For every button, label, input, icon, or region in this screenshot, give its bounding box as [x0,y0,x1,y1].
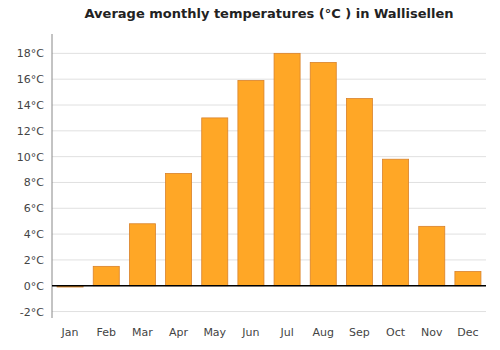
bar [166,173,192,285]
x-tick-label: Oct [386,326,406,339]
x-tick-label: Nov [421,326,443,339]
y-tick-label: 12°C [17,125,44,138]
y-tick-label: 0°C [24,280,44,293]
y-tick-label: -2°C [20,306,44,319]
bar [383,159,409,286]
y-tick-label: 2°C [24,254,44,267]
zero-line [52,285,486,287]
grid-line [52,208,486,209]
grid-line [52,156,486,157]
grid-line [52,79,486,80]
grid-line [52,105,486,106]
x-tick-label: May [203,326,226,339]
grid [52,53,486,311]
grid-line [52,311,486,312]
bar [419,226,445,285]
bar [93,266,119,285]
x-tick-label: Aug [313,326,334,339]
x-tick-label: Sep [349,326,370,339]
y-tick-label: 18°C [17,47,44,60]
bar [129,224,155,286]
y-tick-label: 14°C [17,99,44,112]
title: Average monthly temperatures (°C ) in Wa… [85,6,454,21]
bar [455,272,481,286]
grid-line [52,53,486,54]
y-tick-label: 8°C [24,176,44,189]
bar [238,80,264,285]
x-tick-label: Feb [97,326,116,339]
grid-line [52,285,486,286]
bar [274,53,300,285]
x-tick-label: Dec [457,326,478,339]
y-axis-line [52,34,53,318]
x-tick-label: Jun [241,326,259,339]
chart-svg: Average monthly temperatures (°C ) in Wa… [0,0,500,350]
bars [52,53,486,287]
grid-line [52,130,486,131]
x-tick-label: Jan [61,326,79,339]
y-tick-label: 6°C [24,202,44,215]
bar [202,118,228,286]
chart-container: Average monthly temperatures (°C ) in Wa… [0,0,500,350]
x-tick-label: Apr [169,326,189,339]
y-tick-label: 10°C [17,151,44,164]
bar [346,99,372,286]
x-tick-label: Jul [279,326,293,339]
y-tick-label: 4°C [24,228,44,241]
x-tick-label: Mar [132,326,153,339]
grid-line [52,182,486,183]
y-tick-label: 16°C [17,73,44,86]
bar [310,62,336,285]
